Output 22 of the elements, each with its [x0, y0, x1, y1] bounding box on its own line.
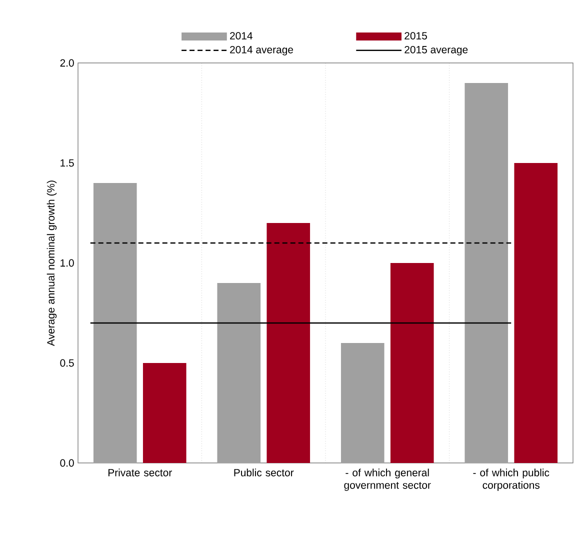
legend-label: 2014	[230, 32, 252, 40]
bar	[514, 162, 558, 463]
x-tick-label: Public sector	[234, 468, 294, 476]
bar	[217, 282, 261, 463]
x-tick-label: - of which general government sector	[344, 468, 431, 491]
y-tick-label: 0.5	[60, 359, 74, 367]
bar	[266, 222, 310, 463]
bar	[93, 182, 137, 463]
y-tick-label: 2.0	[60, 59, 74, 67]
x-tick-label: Private sector	[108, 468, 172, 476]
x-tick-label: - of which public corporations	[473, 468, 550, 491]
bar	[390, 262, 434, 463]
legend-label: 2014 average	[230, 46, 294, 56]
y-tick-label: 1.0	[60, 259, 74, 267]
y-axis-title: Average annual nominal growth (%)	[46, 180, 57, 346]
legend-label: 2015 average	[404, 46, 468, 56]
legend-label: 2015	[404, 32, 427, 40]
bar	[340, 342, 384, 463]
y-tick-label: 0.0	[60, 459, 74, 467]
bar	[142, 362, 186, 463]
bar	[464, 82, 508, 463]
y-tick-label: 1.5	[60, 159, 74, 167]
